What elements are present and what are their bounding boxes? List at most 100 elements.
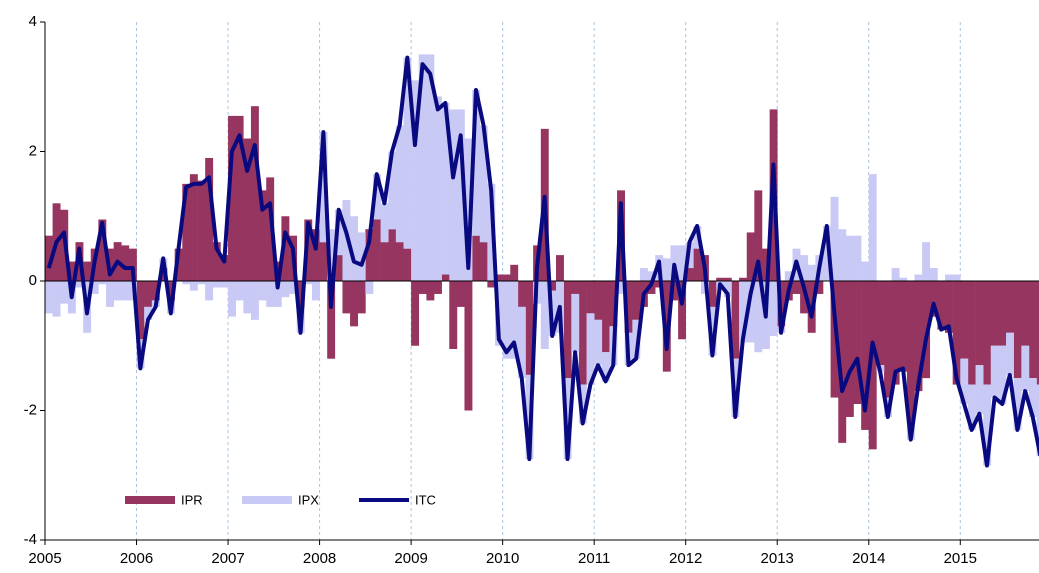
bar [708, 281, 717, 307]
x-tick-label: 2006 [120, 550, 153, 567]
bar [632, 281, 641, 320]
bar [372, 174, 381, 220]
bar [350, 281, 358, 327]
bar [380, 203, 389, 243]
bar [106, 281, 114, 307]
bar [929, 281, 938, 317]
x-tick-label: 2009 [394, 550, 427, 567]
bar [220, 255, 229, 281]
bar [838, 281, 847, 443]
bar [1028, 378, 1037, 417]
bar [342, 281, 351, 314]
bar [426, 281, 435, 301]
bar [121, 245, 130, 281]
bar [380, 242, 389, 281]
bar [502, 281, 511, 359]
bar [136, 281, 145, 340]
bar [754, 190, 763, 281]
bar [1021, 345, 1030, 392]
y-tick-label: 4 [29, 13, 37, 30]
bar [266, 177, 275, 281]
bar [144, 281, 153, 307]
bar [975, 281, 984, 366]
bar [479, 125, 488, 243]
line [46, 55, 1039, 468]
bar [510, 264, 519, 281]
bar [800, 255, 809, 281]
bar [395, 242, 404, 281]
bar [578, 281, 587, 385]
bar [960, 281, 969, 359]
bar [815, 281, 824, 294]
bar [319, 242, 328, 281]
bar [45, 235, 53, 281]
bar [433, 96, 442, 282]
bar [929, 268, 938, 281]
bar [197, 180, 206, 281]
bar [601, 281, 610, 353]
bar [372, 219, 381, 281]
bar [884, 281, 892, 398]
bar [952, 281, 961, 385]
bar [876, 281, 885, 366]
bar [853, 235, 862, 281]
bar [319, 132, 328, 243]
bar [472, 235, 481, 281]
bar [151, 281, 160, 301]
y-tick-label: -2 [24, 401, 37, 418]
bar [182, 183, 191, 281]
bar [189, 174, 198, 281]
bar [418, 54, 427, 281]
bar [159, 268, 168, 281]
bar [945, 281, 953, 333]
bar [456, 281, 465, 307]
bar [800, 281, 809, 314]
bar [449, 281, 458, 349]
bar [365, 281, 374, 294]
bar [739, 277, 747, 281]
bar [861, 261, 870, 281]
bar [327, 281, 336, 359]
bar [1006, 332, 1014, 375]
bar [311, 281, 320, 301]
bar [723, 281, 732, 298]
bar [205, 281, 214, 301]
bar [723, 277, 732, 281]
bar [411, 80, 420, 282]
bar [1036, 384, 1039, 456]
bar [403, 57, 412, 249]
bar [418, 281, 427, 294]
bar [822, 225, 831, 281]
x-tick-label: 2007 [211, 550, 244, 567]
bar [212, 242, 221, 281]
bar [624, 281, 633, 333]
bar [167, 281, 175, 301]
bar [548, 281, 557, 291]
legend-swatch [242, 496, 292, 504]
bar [98, 219, 107, 281]
bar [960, 358, 969, 405]
bar [182, 281, 191, 285]
bar [830, 281, 839, 398]
bar [365, 229, 374, 281]
bar [784, 271, 793, 281]
bar [1013, 378, 1022, 430]
y-tick-label: 2 [29, 142, 37, 159]
y-tick-label: -4 [24, 531, 37, 548]
bar [670, 281, 679, 301]
bar [571, 281, 580, 294]
bar [609, 281, 618, 327]
bar [1021, 281, 1030, 346]
bar [952, 274, 961, 281]
x-tick-label: 2014 [852, 550, 885, 567]
bar [304, 219, 313, 281]
bar [807, 264, 816, 281]
legend-label: IPR [181, 492, 203, 507]
bar [517, 281, 526, 307]
bar [914, 281, 923, 392]
bar [914, 274, 923, 281]
bar [464, 138, 473, 281]
bar [441, 274, 450, 281]
bar [403, 248, 412, 281]
y-tick-label: 0 [29, 272, 37, 289]
